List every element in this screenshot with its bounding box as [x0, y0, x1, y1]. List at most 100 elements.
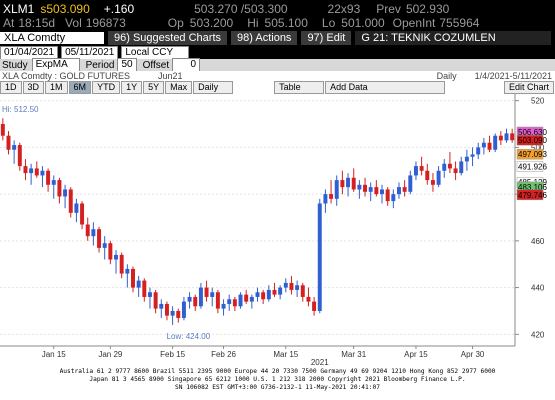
prev: 502.930	[405, 2, 450, 16]
candle-body	[430, 180, 435, 185]
candle-body	[442, 163, 447, 171]
range-button[interactable]: 5Y	[143, 81, 165, 94]
candle-body	[363, 184, 368, 192]
range-button[interactable]: 6M	[68, 81, 92, 94]
candle-body	[74, 203, 79, 213]
period-label: Period	[85, 59, 115, 71]
candle-body	[108, 243, 113, 260]
period[interactable]: 50	[117, 58, 137, 72]
range-button[interactable]: 1M	[45, 81, 68, 94]
offset[interactable]: 0	[172, 58, 201, 72]
x-tick-label: Feb 15	[160, 350, 185, 359]
candle-body	[504, 133, 509, 141]
stats-line: At 18:15d Vol 196873 Op 503.200 Hi 505.1…	[0, 15, 555, 31]
candle-body	[306, 296, 311, 302]
candle-body	[487, 142, 492, 150]
y-tick-label: 420	[531, 330, 545, 339]
candle-body	[34, 168, 39, 176]
price-tag	[516, 148, 544, 160]
candle-body	[221, 303, 226, 309]
legend-row: XLA Comdty : GOLD FUTURES Jun21 Daily 1/…	[0, 71, 555, 81]
candle-body	[397, 187, 401, 195]
change: +.160	[103, 2, 135, 16]
vol-label: Vol	[65, 16, 82, 30]
candle-body	[193, 296, 198, 307]
candle-body	[63, 189, 68, 197]
period-select[interactable]: Daily	[193, 81, 234, 94]
candle-body	[391, 194, 396, 202]
candle-body	[181, 301, 186, 318]
candle-body	[283, 282, 288, 288]
candle-body	[97, 229, 102, 248]
candle-body	[351, 177, 356, 190]
chart-bg	[0, 94, 555, 368]
range-button[interactable]: 1D	[0, 81, 22, 94]
footer: Australia 61 2 9777 8600 Brazil 5511 239…	[0, 368, 555, 400]
candle-body	[6, 135, 11, 150]
candle-body	[334, 180, 339, 199]
study-name[interactable]: ExpMA	[31, 58, 80, 72]
action-tab[interactable]: 96) Suggested Charts	[108, 30, 228, 45]
candle-body	[436, 170, 441, 185]
candle-body	[413, 166, 418, 176]
candle-body	[329, 194, 334, 199]
action-tab[interactable]: 98) Actions	[231, 30, 298, 45]
candle-body	[23, 166, 28, 174]
range-button[interactable]: 3D	[22, 81, 45, 94]
candle-body	[380, 189, 384, 195]
candle-body	[453, 168, 458, 174]
high-annotation: Hi: 512.50	[2, 105, 39, 114]
range-button[interactable]: YTD	[92, 81, 121, 94]
size: 22x93	[327, 2, 361, 16]
range-button[interactable]: Max	[165, 81, 193, 94]
candle-body	[85, 224, 90, 237]
candle-body	[340, 180, 345, 188]
candle-body	[147, 292, 152, 297]
year-label: 2021	[311, 358, 329, 367]
candle-body	[131, 268, 135, 288]
candle-body	[51, 180, 56, 185]
price-tag-label: 503.090	[518, 136, 547, 145]
candle-body	[40, 170, 45, 176]
offset-label: Offset	[142, 59, 170, 71]
candle-body	[125, 268, 130, 274]
toolbar: XLA Comdty 96) Suggested Charts 98) Actio…	[0, 30, 555, 45]
candle-body	[323, 194, 328, 204]
candle-body	[464, 156, 469, 162]
time: 18:15d	[18, 16, 56, 30]
candle-body	[278, 287, 283, 295]
candle-body	[374, 187, 379, 195]
frequency: Daily	[436, 71, 457, 81]
range-button[interactable]: 1Y	[121, 81, 143, 94]
security-field[interactable]: XLA Comdty	[0, 31, 104, 44]
hi: 505.100	[264, 16, 308, 30]
candle-body	[425, 170, 430, 181]
add-data[interactable]: Add Data	[325, 81, 446, 94]
open-label: Op	[167, 16, 184, 30]
candle-body	[498, 135, 503, 141]
prev-label: Prev	[376, 2, 401, 16]
candle-body	[459, 161, 464, 174]
legend-contract: Jun21	[158, 71, 183, 81]
y-tick-label: 520	[531, 97, 545, 106]
candle-body	[29, 168, 34, 174]
table-button[interactable]: Table	[274, 81, 325, 94]
action-tab[interactable]: 97) Edit	[301, 30, 352, 45]
price-tag-label: 506.630	[518, 128, 547, 137]
candle-body	[368, 187, 373, 192]
last: s503.090	[40, 2, 90, 16]
edit-chart[interactable]: Edit Chart	[503, 81, 554, 94]
candle-body	[419, 166, 424, 171]
candle-body	[12, 145, 17, 150]
candle-body	[312, 301, 317, 311]
candle-body	[244, 294, 249, 302]
time-label: At	[3, 16, 15, 30]
x-tick-label: Jan 15	[42, 350, 67, 359]
candle-body	[210, 292, 215, 297]
candle-body	[481, 142, 486, 148]
candle-body	[204, 287, 209, 297]
candle-body	[300, 285, 305, 297]
y-tick-label: 460	[531, 237, 545, 246]
